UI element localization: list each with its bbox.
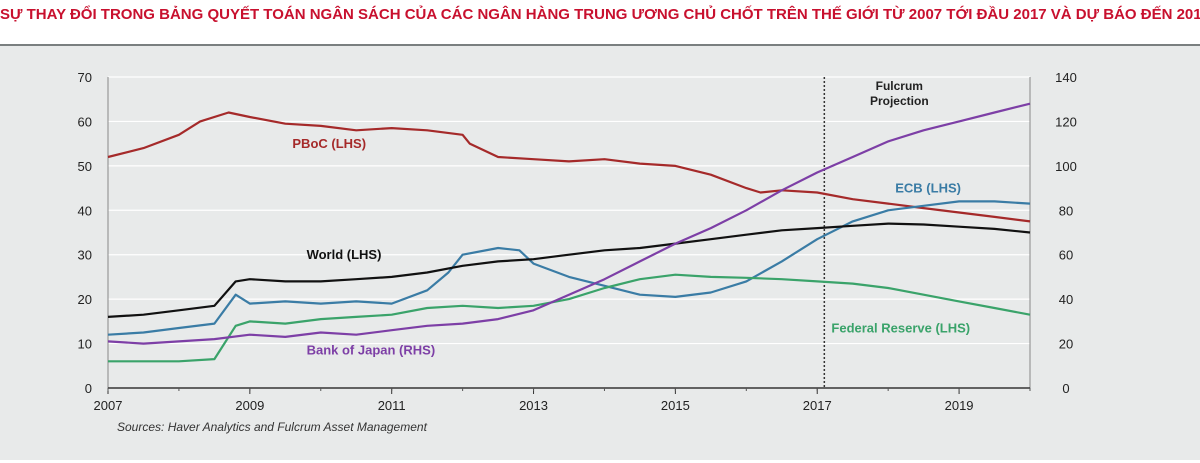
chart-frame: 0 10 20 30 40 50 60 70 0 20 40 60 80 100 120 140 2007 200…	[0, 44, 1200, 460]
y-tick-right: 140	[1055, 70, 1077, 85]
x-tick: 2011	[378, 398, 406, 413]
y-tick-left: 40	[78, 203, 92, 218]
series-label-fed: Federal Reserve (LHS)	[831, 320, 970, 335]
y-tick-left: 60	[78, 114, 92, 129]
y-tick-left: 20	[78, 292, 92, 307]
title-bar: SỰ THAY ĐỔI TRONG BẢNG QUYẾT TOÁN NGÂN S…	[0, 0, 1200, 44]
grid	[108, 76, 1030, 389]
x-tick: 2007	[94, 398, 123, 413]
x-tick: 2019	[945, 398, 974, 413]
y-tick-right: 40	[1059, 292, 1073, 307]
series-line-world	[107, 222, 1031, 318]
x-tick: 2013	[519, 398, 548, 413]
chart-svg: 0 10 20 30 40 50 60 70 0 20 40 60 80 100 120 140 2007 200…	[78, 70, 1077, 434]
x-tick: 2017	[803, 398, 832, 413]
x-tick: 2009	[235, 398, 264, 413]
series-label-boj: Bank of Japan (RHS)	[307, 343, 436, 358]
series-label-ecb: ECB (LHS)	[895, 181, 961, 196]
y-tick-left: 0	[85, 381, 92, 396]
x-tick: 2015	[661, 398, 690, 413]
y-tick-left: 70	[78, 70, 92, 85]
series-lines	[107, 102, 1031, 363]
series-labels: PBoC (LHS) ECB (LHS) World (LHS) Federal Re…	[292, 136, 970, 358]
series-line-boj	[107, 102, 1031, 345]
y-tick-right: 80	[1059, 203, 1073, 218]
projection-label-1: Fulcrum	[876, 79, 923, 93]
y-tick-left: 30	[78, 248, 92, 263]
series-line-pboc	[107, 111, 1031, 223]
y-tick-right: 0	[1062, 381, 1069, 396]
y-tick-right: 100	[1055, 159, 1077, 174]
source-note: Sources: Haver Analytics and Fulcrum Ass…	[117, 420, 428, 434]
chart-title: SỰ THAY ĐỔI TRONG BẢNG QUYẾT TOÁN NGÂN S…	[0, 6, 1200, 23]
y-tick-left: 50	[78, 159, 92, 174]
y-tick-left: 10	[78, 337, 92, 352]
series-label-pboc: PBoC (LHS)	[292, 136, 366, 151]
projection-label-2: Projection	[870, 94, 929, 108]
series-label-world: World (LHS)	[307, 247, 382, 262]
series-line-ecb	[107, 200, 1031, 336]
y-tick-right: 20	[1059, 337, 1073, 352]
axes: 0 10 20 30 40 50 60 70 0 20 40 60 80 100 120 140 2007 200…	[78, 70, 1077, 413]
y-tick-right: 120	[1055, 114, 1077, 129]
y-tick-right: 60	[1059, 248, 1073, 263]
series-line-fed	[108, 273, 1031, 363]
